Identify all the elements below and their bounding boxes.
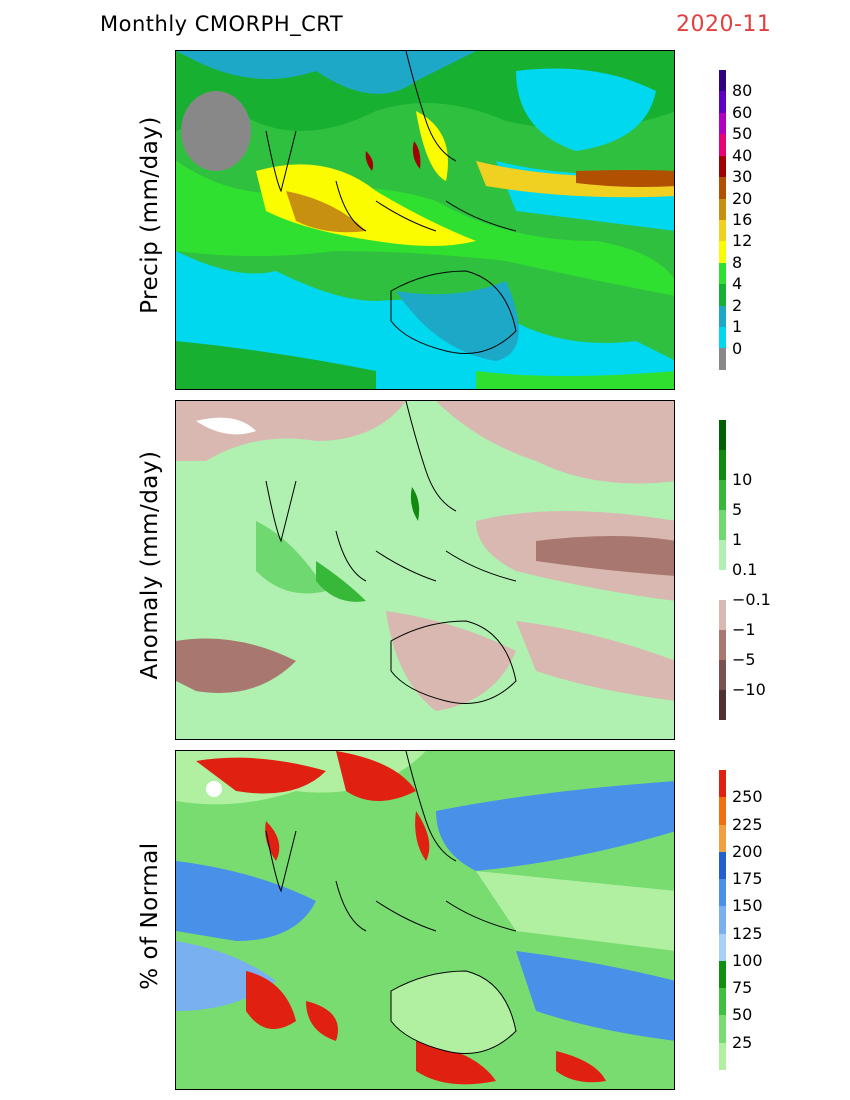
colorbar-segment: [719, 600, 726, 630]
colorbar-segment: [719, 112, 726, 135]
colorbar-tick-label: 60: [732, 102, 753, 122]
colorbar-segment: [719, 198, 726, 220]
colorbar-segment: [719, 327, 726, 349]
colorbar-tick-label: 16: [732, 210, 753, 229]
colorbar-tick-label: 5: [732, 500, 743, 519]
anomaly-colorbar: [719, 420, 726, 720]
colorbar-tick-label: 10: [732, 470, 753, 489]
colorbar-segment: [719, 284, 726, 306]
colorbar-segment: [719, 305, 726, 328]
colorbar-segment: [719, 851, 726, 880]
colorbar-segment: [719, 960, 726, 989]
colorbar-segment: [719, 770, 726, 798]
colorbar-segment: [719, 91, 726, 113]
colorbar-tick-label: 175: [732, 869, 763, 889]
colorbar-segment: [719, 824, 726, 852]
colorbar-tick-label: 1: [732, 530, 743, 549]
colorbar-segment: [719, 177, 726, 199]
colorbar-segment: [719, 262, 726, 285]
colorbar-segment: [719, 241, 726, 263]
colorbar-segment: [719, 988, 726, 1016]
colorbar-tick-label: 200: [732, 841, 763, 861]
colorbar-tick-label: 125: [732, 923, 763, 943]
colorbar-tick-label: 30: [732, 167, 753, 187]
colorbar-tick-label: 20: [732, 188, 753, 208]
colorbar-segment: [719, 1015, 726, 1043]
colorbar-tick-label: 50: [732, 124, 753, 144]
colorbar-segment: [719, 450, 726, 480]
colorbar-segment: [719, 420, 726, 450]
colorbar-segment: [719, 690, 726, 720]
map-title: Monthly CMORPH_CRT: [100, 12, 344, 36]
colorbar-tick-label: 225: [732, 814, 763, 834]
anomaly-axis-label: Anomaly (mm/day): [137, 450, 163, 680]
colorbar-tick-label: 25: [732, 1032, 753, 1052]
colorbar-tick-label: 40: [732, 145, 753, 165]
colorbar-segment: [719, 155, 726, 178]
colorbar-tick-label: 50: [732, 1005, 753, 1025]
colorbar-tick-label: 100: [732, 950, 763, 970]
colorbar-tick-label: 250: [732, 787, 763, 807]
colorbar-segment: [719, 348, 726, 370]
colorbar-tick-label: 4: [732, 274, 743, 294]
anomaly-map: [175, 400, 675, 740]
precip-map: [175, 50, 675, 390]
colorbar-segment: [719, 540, 726, 570]
colorbar-tick-label: 8: [732, 252, 743, 272]
colorbar-segment: [719, 933, 726, 961]
colorbar-segment: [719, 510, 726, 540]
colorbar-tick-label: −1: [732, 620, 756, 639]
precip-colorbar: [719, 70, 726, 370]
colorbar-tick-label: 12: [732, 231, 753, 251]
colorbar-segment: [719, 906, 726, 934]
colorbar-tick-label: 150: [732, 896, 763, 916]
colorbar-segment: [719, 797, 726, 825]
colorbar-segment: [719, 879, 726, 907]
colorbar-tick-label: −0.1: [732, 590, 771, 609]
colorbar-segment: [719, 134, 726, 156]
percent-normal-axis-label: % of Normal: [137, 842, 163, 990]
colorbar-segment: [719, 630, 726, 660]
colorbar-segment: [719, 570, 726, 600]
colorbar-tick-label: 1: [732, 317, 743, 337]
colorbar-segment: [719, 1042, 726, 1070]
colorbar-tick-label: 75: [732, 978, 753, 998]
map-date: 2020-11: [676, 12, 772, 37]
colorbar-tick-label: 80: [732, 81, 753, 101]
colorbar-tick-label: −5: [732, 650, 756, 669]
colorbar-tick-label: −10: [732, 680, 766, 699]
precip-axis-label: Precip (mm/day): [137, 116, 163, 314]
colorbar-segment: [719, 660, 726, 690]
percent-normal-map: [175, 750, 675, 1090]
colorbar-segment: [719, 70, 726, 92]
colorbar-tick-label: 0.1: [732, 560, 758, 579]
percent-normal-colorbar: [719, 770, 726, 1070]
colorbar-tick-label: 0: [732, 338, 743, 358]
colorbar-tick-label: 2: [732, 295, 743, 315]
colorbar-segment: [719, 219, 726, 242]
colorbar-segment: [719, 480, 726, 510]
